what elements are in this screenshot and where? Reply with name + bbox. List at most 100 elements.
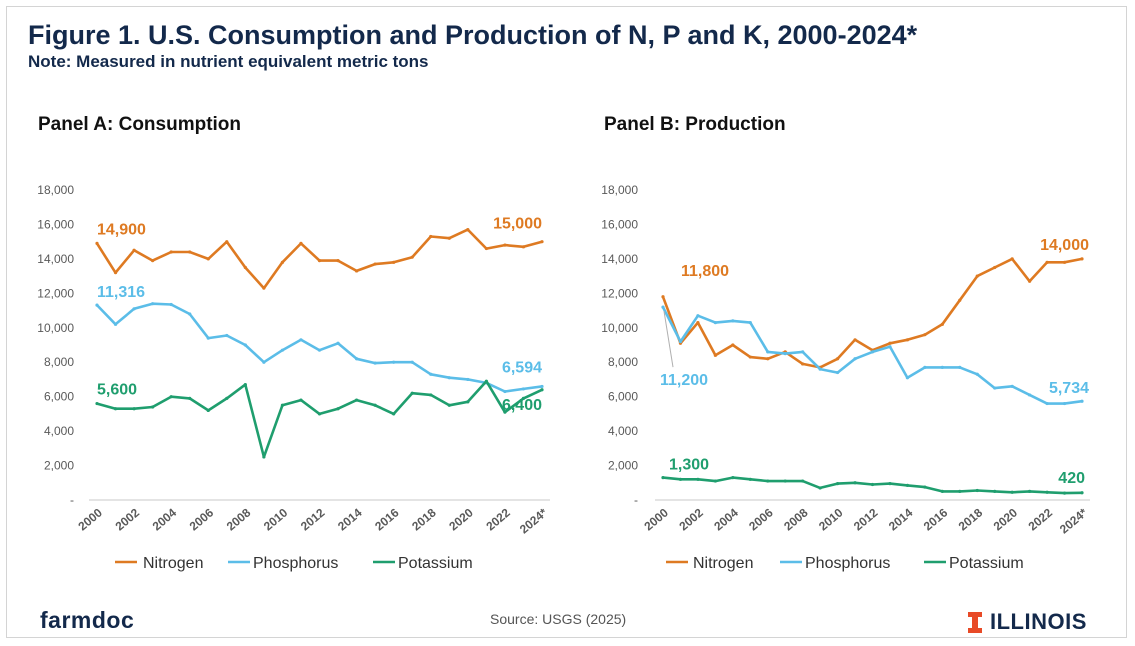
panelA-potassium-point: [373, 403, 377, 407]
panelB-potassium-data-label: 420: [1058, 470, 1085, 487]
panelB-phosphorus-point: [678, 339, 683, 344]
panelA-phosphorus-point: [336, 341, 340, 345]
panelB-y-tick-label: 2,000: [608, 459, 638, 473]
panelA-nitrogen-point: [484, 246, 488, 251]
panelA-potassium-point: [410, 391, 414, 395]
panelB-potassium-point: [661, 476, 665, 480]
source-note: Source: USGS (2025): [490, 611, 627, 627]
panelA-phosphorus-data-label: 6,594: [502, 359, 542, 376]
panelB-nitrogen-point: [940, 322, 944, 326]
panelA-potassium-point: [206, 408, 210, 413]
panelA-nitrogen-point: [540, 240, 544, 244]
panelA-phosphorus-point: [206, 336, 210, 340]
panelA-nitrogen-point: [466, 228, 470, 232]
panelA-phosphorus-point: [521, 387, 526, 391]
figure-note: Note: Measured in nutrient equivalent me…: [28, 52, 429, 71]
panelB-x-tick-label: 2008: [781, 505, 811, 533]
panelA-legend-label-phosphorus: Phosphorus: [253, 555, 338, 572]
panelA-phosphorus-point: [429, 372, 433, 376]
panelB-potassium-point: [923, 485, 927, 489]
panelB-phosphorus-point: [888, 345, 892, 349]
panelA-nitrogen-point: [317, 259, 322, 263]
panelA-nitrogen-point: [151, 259, 155, 263]
panelB-potassium-point: [835, 482, 840, 486]
panelA-nitrogen-point: [225, 240, 229, 244]
panelB-nitrogen-point: [905, 338, 910, 342]
panelA-potassium-point: [392, 412, 396, 416]
panelB-potassium-point: [766, 479, 770, 483]
panelB-nitrogen-data-label: 11,800: [681, 263, 729, 280]
panelB-potassium-point: [1080, 491, 1084, 495]
panelB-potassium-point: [958, 489, 962, 493]
panelA-potassium-data-label: 5,600: [97, 382, 137, 399]
panelA-phosphorus-point: [225, 333, 229, 338]
panelB-x-tick-label: 2004: [711, 505, 741, 533]
panelB-nitrogen-point: [958, 298, 962, 302]
panelA-phosphorus-data-label: 11,316: [97, 284, 145, 301]
panelB-x-tick-label: 2012: [851, 505, 881, 533]
panelB-y-tick-label: 6,000: [608, 390, 638, 404]
panelA-x-tick-label: 2012: [298, 505, 328, 533]
panelB-nitrogen-point: [748, 355, 752, 359]
panelA-phosphorus-point: [354, 357, 359, 361]
panelA-nitrogen-point: [169, 250, 173, 254]
panelA-phosphorus-point: [280, 348, 285, 352]
panelA-x-tick-label: 2000: [75, 505, 105, 533]
panelB-phosphorus-point: [993, 386, 997, 390]
panelB-potassium-point: [1028, 489, 1032, 493]
panelA-nitrogen-point: [373, 262, 377, 266]
panelA-potassium-point: [484, 379, 488, 383]
panelB-phosphorus-point: [696, 314, 700, 318]
panelB-potassium-point: [748, 477, 752, 481]
illinois-block-i-icon: [968, 611, 982, 633]
panelA-potassium-point: [113, 407, 118, 411]
panelB-potassium-point: [870, 482, 875, 487]
panelA-y-tick-label: 6,000: [44, 390, 74, 404]
panelA-phosphorus-point: [317, 348, 322, 352]
figure-frame: [6, 6, 1127, 638]
panelB-nitrogen-point: [975, 274, 979, 278]
panelA-phosphorus-point: [503, 389, 507, 394]
panelA-potassium-point: [354, 398, 359, 402]
panelA-nitrogen-data-label: 15,000: [493, 216, 542, 233]
panelA-nitrogen-point: [336, 259, 340, 263]
panelB-potassium-point: [888, 482, 892, 486]
panelA-y-tick-label: 4,000: [44, 424, 74, 438]
panelA-potassium-point: [151, 405, 155, 409]
panelB-phosphorus-point: [731, 319, 735, 323]
panelA-y-tick-label: 12,000: [37, 286, 74, 300]
panelA-potassium-line: [95, 379, 544, 459]
panelB-nitrogen-data-label: 14,000: [1040, 237, 1089, 254]
panelA-x-tick-label: 2022: [483, 505, 513, 533]
panelA-nitrogen-point: [429, 234, 433, 239]
panelA-x-tick-label: 2010: [261, 505, 291, 533]
panelA-potassium-point: [317, 412, 322, 416]
panelB-legend-label-potassium: Potassium: [949, 555, 1024, 572]
panelB-nitrogen-point: [923, 333, 927, 337]
panelB-phosphorus-line: [661, 305, 1084, 405]
panelB-phosphorus-point: [835, 370, 840, 375]
panelA-nitrogen-point: [188, 250, 192, 254]
panelB-x-tick-label: 2020: [991, 505, 1021, 533]
panelB-phosphorus-point: [1045, 401, 1049, 406]
panelA-legend-label-potassium: Potassium: [398, 555, 473, 572]
panelA-phosphorus-point: [95, 303, 99, 307]
panelB-x-tick-label: 2022: [1026, 505, 1056, 533]
panelA-phosphorus-point: [373, 361, 377, 365]
panelA-nitrogen-data-label: 14,900: [97, 221, 146, 238]
panelA-nitrogen-point: [243, 265, 247, 270]
panelA-x-tick-label: 2002: [113, 505, 143, 533]
panelB-y-tick-label: 8,000: [608, 355, 638, 369]
panelB-y-tick-label: 4,000: [608, 424, 638, 438]
panelB-nitrogen-point: [713, 353, 717, 357]
panelB-potassium-point: [940, 489, 944, 493]
panelA-potassium-point: [225, 396, 229, 400]
panelB-potassium-point: [731, 476, 735, 480]
panelA-phosphorus-point: [392, 360, 396, 364]
panelB-phosphorus-point: [905, 376, 910, 380]
panelA-legend-label-nitrogen: Nitrogen: [143, 555, 203, 572]
panelA-phosphorus-point: [151, 302, 155, 306]
panelA-potassium-point: [169, 395, 173, 399]
panelA-phosphorus-point: [410, 360, 414, 364]
